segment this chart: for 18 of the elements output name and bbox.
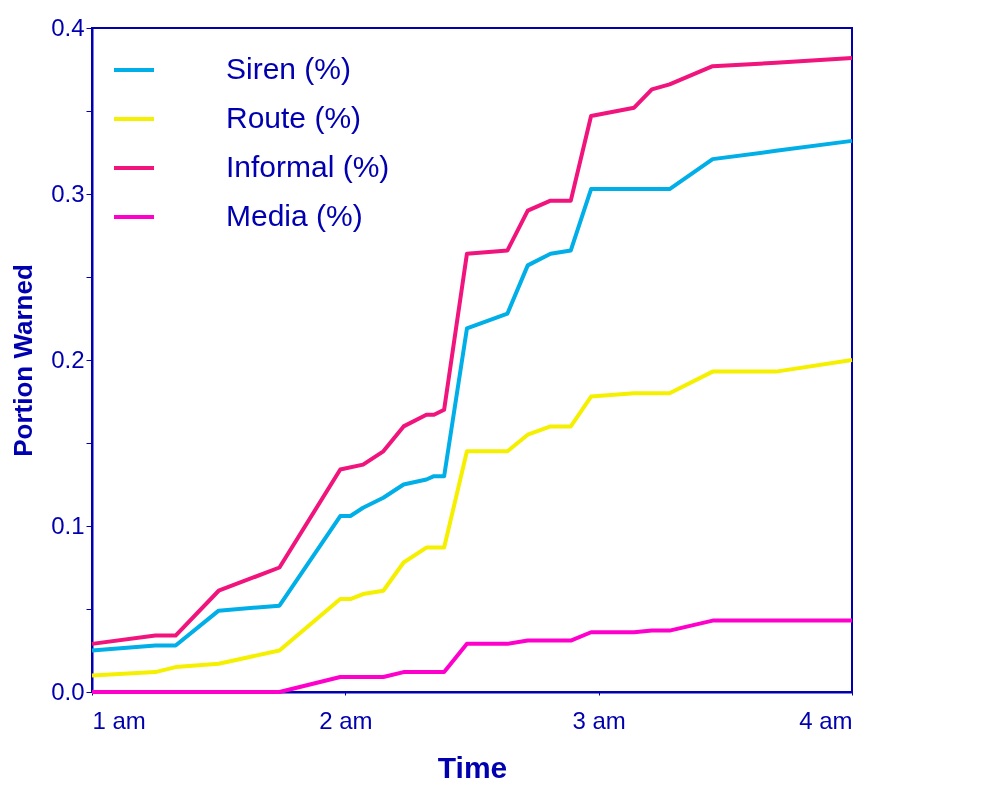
legend-label: Siren (%) bbox=[226, 52, 352, 85]
y-tick-label: 0.2 bbox=[51, 345, 85, 373]
x-tick-label: 3 am bbox=[572, 706, 626, 734]
line-series bbox=[90, 55, 854, 646]
legend-label: Media (%) bbox=[226, 199, 363, 232]
legend-label: Route (%) bbox=[226, 101, 362, 134]
legend-label: Informal (%) bbox=[226, 150, 390, 183]
x-tick-label: 2 am bbox=[319, 706, 373, 734]
y-tick-label: 0.3 bbox=[51, 179, 85, 207]
x-tick-label: 4 am bbox=[799, 706, 853, 734]
line-series bbox=[90, 138, 854, 653]
y-axis-title: Portion Warned bbox=[8, 264, 39, 457]
line-series bbox=[90, 358, 854, 678]
y-tick-label: 0.1 bbox=[51, 511, 85, 539]
x-axis-title: Time bbox=[437, 750, 508, 784]
y-tick-label: 0.4 bbox=[51, 13, 85, 41]
x-tick-label: 1 am bbox=[92, 706, 146, 734]
y-tick-label: 0.0 bbox=[51, 677, 85, 705]
